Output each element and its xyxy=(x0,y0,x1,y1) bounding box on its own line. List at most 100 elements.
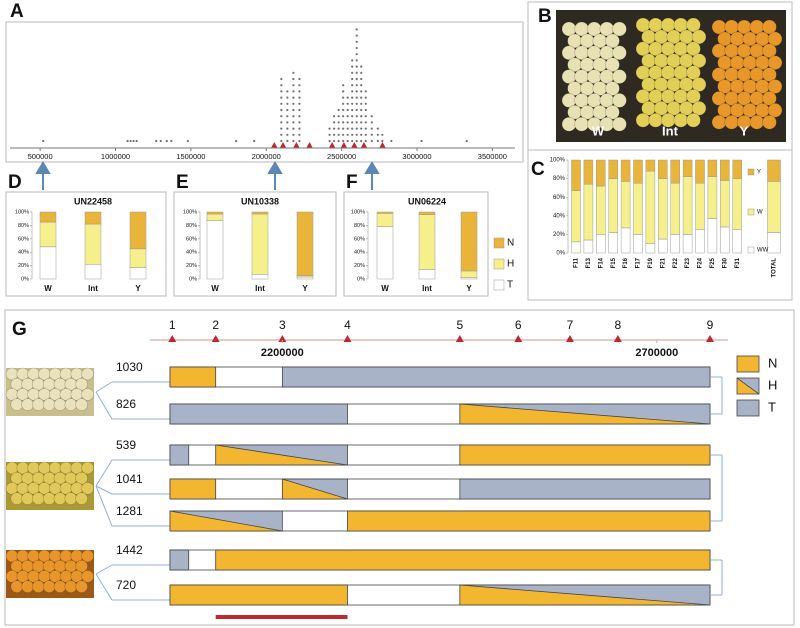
dot-column xyxy=(42,139,45,143)
legend-swatch xyxy=(493,258,505,270)
dot xyxy=(364,133,367,136)
fruit xyxy=(749,114,765,130)
bar-segment xyxy=(620,159,631,182)
dot-column xyxy=(370,115,373,143)
fruit xyxy=(21,398,34,411)
dot xyxy=(292,115,295,118)
dot xyxy=(355,90,358,93)
dot xyxy=(355,40,358,43)
bar-segment xyxy=(658,238,668,254)
chart-title: UN22458 xyxy=(74,196,112,206)
fruit xyxy=(81,570,94,583)
dot xyxy=(370,127,373,130)
y-tick-label: 60% xyxy=(553,195,566,201)
dot xyxy=(129,139,132,143)
bar-segment xyxy=(732,159,742,179)
bar-segment xyxy=(682,159,693,177)
segment-outline xyxy=(736,377,760,395)
fruit xyxy=(762,114,777,130)
bar-segment xyxy=(720,159,730,181)
bar-segment xyxy=(682,234,693,254)
fruit xyxy=(21,492,34,505)
dot-column xyxy=(132,139,135,143)
dot xyxy=(292,127,295,130)
y-tick-label: 0% xyxy=(357,276,365,282)
dot xyxy=(298,115,301,118)
fruit xyxy=(53,398,67,411)
bar-segment xyxy=(670,159,680,184)
dot-column xyxy=(381,133,384,143)
legend-label: WW xyxy=(757,248,769,254)
bar-segment xyxy=(571,241,581,254)
bar-segment xyxy=(418,269,436,280)
dot xyxy=(360,139,363,143)
legend-swatch xyxy=(736,377,760,395)
dot-column xyxy=(328,127,331,143)
row-label: 1442 xyxy=(116,543,143,557)
dot xyxy=(280,77,283,81)
dot xyxy=(351,59,354,62)
row-label: 826 xyxy=(116,397,136,411)
y-tick-label: 0% xyxy=(21,276,29,282)
x-tick-label: F19 xyxy=(648,257,654,268)
legend-swatch xyxy=(747,168,755,176)
marker-label: 3 xyxy=(279,318,286,332)
segment-outline xyxy=(169,510,283,532)
dot xyxy=(292,71,295,74)
marker-triangle xyxy=(613,335,622,342)
marker-triangle xyxy=(379,142,386,148)
bar-segment xyxy=(460,270,478,278)
dot xyxy=(286,102,289,105)
bar-segment xyxy=(376,211,394,214)
fruit xyxy=(81,482,94,495)
dot xyxy=(346,102,349,105)
dot xyxy=(351,115,354,118)
dot xyxy=(286,133,289,136)
dot xyxy=(298,133,301,136)
bar-segment xyxy=(460,211,478,272)
dot xyxy=(355,71,358,74)
dot xyxy=(337,121,340,124)
dot-column xyxy=(333,115,336,143)
bar-segment xyxy=(571,159,581,191)
x-tick-label: F15 xyxy=(611,257,617,268)
bar-segment xyxy=(596,185,606,235)
panel-letter: E xyxy=(176,172,189,193)
fruit xyxy=(42,492,56,505)
fruit xyxy=(605,57,620,72)
fruit xyxy=(561,116,577,132)
panel-c-frame xyxy=(527,149,793,301)
bar-segment xyxy=(39,221,57,248)
y-tick-label: 20% xyxy=(553,232,566,238)
x-tick-label: 500000 xyxy=(28,152,53,161)
bar-segment xyxy=(608,178,618,233)
dot xyxy=(360,96,363,99)
bar-segment xyxy=(633,159,643,184)
y-tick-label: 40% xyxy=(354,250,365,256)
bar-segment xyxy=(376,213,394,227)
x-tick-label: F30 xyxy=(722,257,728,268)
dot xyxy=(342,133,345,136)
legend-swatch xyxy=(493,237,505,249)
dot xyxy=(42,139,45,143)
dot xyxy=(292,139,295,143)
dot xyxy=(337,115,340,118)
marker-label: 8 xyxy=(615,318,622,332)
segment-outline xyxy=(281,478,348,500)
dot xyxy=(292,102,295,105)
bar-segment xyxy=(682,176,693,235)
dot xyxy=(355,77,358,81)
x-tick-label: F31 xyxy=(735,257,741,268)
x-tick-label: F16 xyxy=(623,257,629,268)
bar-segment xyxy=(767,232,781,254)
dot xyxy=(355,139,358,143)
arrows xyxy=(35,161,380,190)
dot xyxy=(298,127,301,130)
dot xyxy=(342,102,345,105)
y-tick-label: 20% xyxy=(354,263,365,269)
y-tick-label: 100% xyxy=(183,209,197,215)
dot-column xyxy=(159,139,162,143)
segment xyxy=(459,584,711,606)
dot xyxy=(360,133,363,136)
fruit xyxy=(605,81,620,96)
